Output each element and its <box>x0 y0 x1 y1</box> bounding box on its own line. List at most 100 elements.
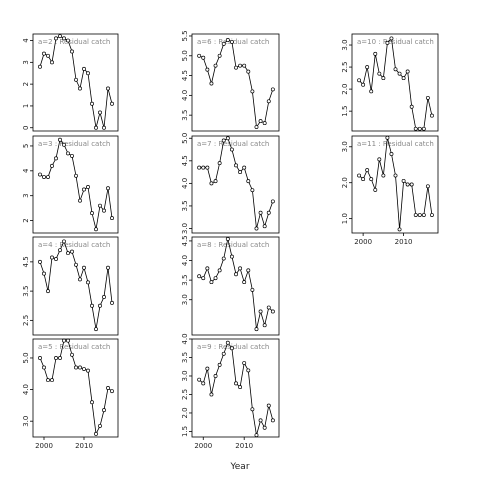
point <box>234 163 238 168</box>
point <box>54 356 58 360</box>
y-tick-label: 4.0 <box>181 333 189 344</box>
point <box>242 280 247 285</box>
point <box>106 186 110 191</box>
point <box>78 86 82 91</box>
point <box>90 400 94 405</box>
point <box>70 153 74 158</box>
point <box>389 36 394 41</box>
y-tick-label: 5.0 <box>22 352 30 363</box>
point <box>70 49 74 54</box>
series-line <box>39 240 113 330</box>
point <box>213 63 218 68</box>
point <box>213 179 218 184</box>
point <box>369 177 374 182</box>
point <box>46 378 50 383</box>
point <box>90 211 94 216</box>
point <box>377 71 382 76</box>
y-tick-label: 3.5 <box>181 275 189 286</box>
point <box>197 165 202 170</box>
y-tick-label: 3 <box>22 60 30 64</box>
y-tick-label: 3.0 <box>181 294 189 305</box>
point <box>78 198 82 203</box>
y-tick-label: 4.5 <box>181 155 189 166</box>
point <box>221 351 226 356</box>
point <box>246 268 251 273</box>
point <box>106 86 110 91</box>
point <box>270 87 275 92</box>
point <box>54 256 58 261</box>
point <box>266 99 271 104</box>
point <box>246 69 251 74</box>
series-line <box>39 340 113 436</box>
point <box>110 101 114 106</box>
y-tick-label: 4 <box>22 168 30 173</box>
y-tick-label: 3.0 <box>341 141 349 152</box>
point <box>98 110 102 115</box>
panel-frame <box>191 236 280 336</box>
point <box>197 53 202 58</box>
point <box>98 203 102 208</box>
panel-title: a=7 : Residual catch <box>197 140 269 148</box>
point <box>58 248 62 253</box>
point <box>413 213 418 217</box>
panel-title: a=10 : Residual catch <box>357 38 434 46</box>
point <box>86 280 90 285</box>
point <box>201 165 206 170</box>
panel-frame <box>191 33 280 132</box>
point <box>234 65 238 70</box>
point <box>221 138 226 143</box>
y-tick-label: 1.5 <box>181 426 189 437</box>
point <box>238 266 243 271</box>
point <box>46 175 50 179</box>
y-tick-label: 5.5 <box>181 30 189 41</box>
point <box>217 268 222 273</box>
panel-frame <box>32 33 119 132</box>
point <box>409 182 414 187</box>
point <box>102 295 106 299</box>
y-tick-label: 2.0 <box>181 407 189 418</box>
point <box>369 89 374 94</box>
point <box>213 276 218 281</box>
point <box>106 265 110 270</box>
point <box>361 177 366 182</box>
panel-title: a=8 : Residual catch <box>197 241 269 249</box>
x-tick-label: 2000 <box>354 238 372 246</box>
panel-frame <box>351 135 439 234</box>
y-tick-label: 4.0 <box>181 90 189 101</box>
point <box>229 147 234 152</box>
point <box>42 365 46 370</box>
point <box>86 185 90 189</box>
point <box>62 338 66 343</box>
y-tick-label: 5.0 <box>181 50 189 61</box>
point <box>86 368 90 373</box>
point <box>102 208 106 213</box>
panel-frame <box>32 338 119 438</box>
point <box>58 356 62 360</box>
point <box>217 362 222 367</box>
point <box>90 303 94 308</box>
point <box>78 365 82 370</box>
point <box>106 386 110 390</box>
point <box>250 287 255 292</box>
point <box>413 126 418 131</box>
point <box>86 71 90 76</box>
point <box>74 77 78 82</box>
point <box>50 378 54 383</box>
y-tick-label: 4.5 <box>22 256 30 267</box>
point <box>258 119 263 124</box>
point <box>373 51 378 56</box>
point <box>70 352 74 357</box>
point <box>110 216 114 221</box>
point <box>110 300 114 305</box>
point <box>429 213 434 217</box>
point <box>209 280 214 285</box>
point <box>94 125 98 130</box>
point <box>205 366 210 371</box>
panel-title: a=11 : Residual catch <box>357 140 434 148</box>
point <box>225 237 230 241</box>
point <box>417 126 422 131</box>
point <box>258 210 263 215</box>
point <box>393 173 398 178</box>
point <box>209 81 214 86</box>
point <box>229 254 234 259</box>
